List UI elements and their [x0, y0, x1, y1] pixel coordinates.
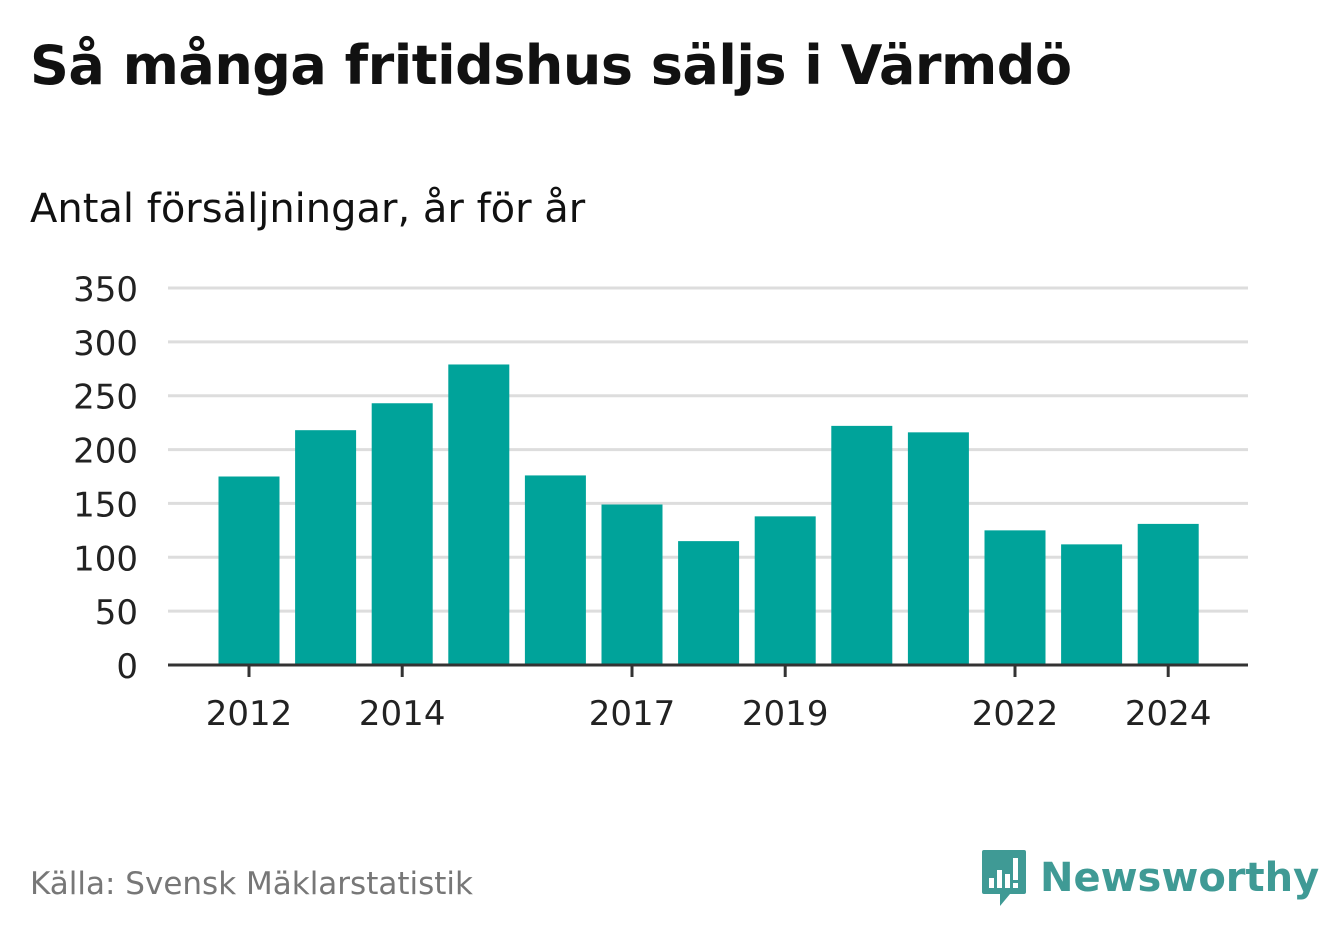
x-tick-label: 2024	[1125, 694, 1212, 734]
newsworthy-logo-icon	[982, 850, 1026, 906]
x-tick-label: 2017	[589, 694, 676, 734]
y-axis-tick-labels: 0 50 100 150 200 250 300 350	[73, 270, 138, 687]
x-axis-tick-labels: 2012 2014 2017 2019 2022 2024	[206, 665, 1212, 734]
y-tick-label: 100	[73, 539, 138, 579]
y-tick-label: 350	[73, 270, 138, 310]
bar-2022	[984, 530, 1046, 665]
bar-2018	[678, 541, 740, 665]
y-tick-label: 250	[73, 378, 138, 418]
bar-2023	[1061, 544, 1123, 665]
bars	[218, 364, 1199, 665]
bar-2017	[601, 504, 663, 665]
bar-2012	[218, 476, 280, 665]
bar-2016	[524, 475, 586, 665]
y-tick-label: 50	[95, 593, 138, 633]
x-tick-label: 2019	[742, 694, 829, 734]
brand-logo[interactable]: Newsworthy	[980, 848, 1319, 908]
bar-2013	[295, 430, 357, 665]
bar-2014	[371, 403, 433, 665]
x-tick-label: 2014	[359, 694, 446, 734]
source-note: Källa: Svensk Mäklarstatistik	[30, 866, 473, 902]
bar-2015	[448, 364, 510, 665]
x-tick-label: 2022	[972, 694, 1059, 734]
x-tick-label: 2012	[206, 694, 293, 734]
bar-2021	[907, 432, 969, 665]
y-tick-label: 200	[73, 432, 138, 472]
chart-title: Så många fritidshus säljs i Värmdö	[30, 34, 1072, 97]
bar-2020	[831, 425, 893, 665]
brand-name: Newsworthy	[1040, 855, 1320, 901]
y-tick-label: 150	[73, 485, 138, 525]
bar-2019	[754, 516, 816, 665]
chart-subtitle: Antal försäljningar, år för år	[30, 186, 586, 232]
y-tick-label: 0	[116, 647, 138, 687]
y-tick-label: 300	[73, 324, 138, 364]
bar-2024	[1137, 523, 1199, 665]
